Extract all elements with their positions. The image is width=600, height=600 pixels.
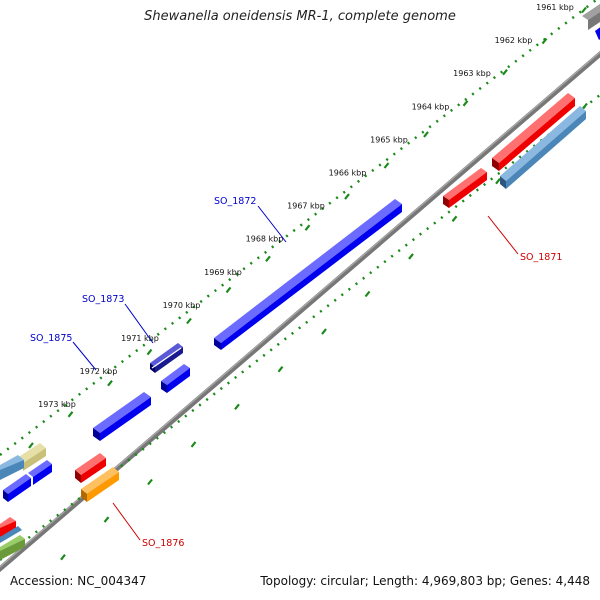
ruler-major-tick: [67, 411, 74, 418]
leader-so1875: [72, 341, 97, 371]
ruler-major-tick: [28, 442, 34, 449]
leader-so1872: [257, 205, 287, 243]
gene-label-so1871[interactable]: SO_1871: [520, 252, 562, 263]
ruler-tick-labels: 1961 kbp 1962 kbp 1963 kbp 1964 kbp 1965 kbp…: [38, 3, 574, 409]
gene-so1876-red[interactable]: [75, 453, 106, 483]
gene-label-so1872[interactable]: SO_1872: [214, 196, 256, 207]
ruler-major-tick: [344, 193, 350, 200]
ruler-major-tick: [225, 286, 232, 294]
gene-left-khaki[interactable]: [17, 443, 46, 471]
ruler-major-tick: [451, 215, 458, 222]
ruler-major-tick: [190, 441, 197, 448]
ruler-major-tick: [502, 69, 508, 76]
ruler-major-tick: [495, 178, 501, 185]
tick-label: 1971 kbp: [121, 334, 159, 343]
tick-label: 1967 kbp: [287, 202, 325, 211]
leader-so1871: [487, 215, 519, 255]
ruler-major-tick: [103, 516, 110, 523]
tick-label: 1965 kbp: [370, 135, 408, 144]
tick-label: 1961 kbp: [536, 3, 574, 12]
tick-label: 1970 kbp: [163, 301, 201, 310]
gene-so1873[interactable]: [150, 343, 183, 373]
ruler-major-tick: [423, 131, 429, 138]
gene-so1870-steelblue[interactable]: [500, 106, 586, 189]
ruler-major-tick: [265, 255, 271, 262]
ruler-major-tick: [234, 403, 240, 410]
ruler-major-tick: [304, 224, 311, 231]
gene-so1870-red[interactable]: [492, 93, 575, 171]
tick-label: 1963 kbp: [453, 69, 491, 78]
ruler-major-tick: [462, 100, 469, 107]
genome-summary-text: Topology: circular; Length: 4,969,803 bp…: [260, 574, 590, 588]
ruler-major-tick: [383, 162, 390, 169]
gene-topright-blue[interactable]: [595, 23, 600, 40]
gene-left-steelblue[interactable]: [0, 455, 24, 480]
gene-so1874[interactable]: [161, 364, 190, 393]
gene-so1872[interactable]: [214, 199, 402, 350]
ruler-major-tick: [277, 366, 284, 373]
gene-label-so1876[interactable]: SO_1876: [142, 538, 184, 549]
ruler-major-tick: [60, 554, 66, 561]
gene-label-so1873[interactable]: SO_1873: [82, 294, 124, 305]
tick-label: 1972 kbp: [80, 367, 118, 376]
tick-label: 1969 kbp: [204, 268, 242, 277]
gene-left-steelblue-b[interactable]: [0, 526, 22, 543]
ruler-major-tick: [146, 348, 153, 356]
ruler-major-tick: [321, 328, 327, 335]
gene-so1871[interactable]: [443, 168, 487, 208]
ruler-major-tick: [186, 317, 192, 325]
ruler-major-tick: [581, 6, 587, 14]
gene-left-olive[interactable]: [0, 535, 25, 560]
ruler-major-tick: [408, 253, 414, 260]
tick-label: 1968 kbp: [246, 235, 284, 244]
ruler-outer-major-ticks: [28, 6, 587, 449]
tick-label: 1966 kbp: [329, 169, 367, 178]
ruler-inner-major-ticks: [60, 102, 588, 561]
tick-label: 1973 kbp: [38, 400, 76, 409]
gene-left-red[interactable]: [0, 517, 16, 537]
gene-so1876-orange[interactable]: [81, 467, 119, 502]
map-title: Shewanella oneidensis MR-1, complete gen…: [144, 9, 456, 24]
ruler-major-tick: [582, 102, 588, 110]
gene-left-blue-b[interactable]: [28, 460, 52, 485]
ruler-major-tick: [147, 478, 153, 486]
gene-so1875[interactable]: [93, 392, 151, 441]
gene-topright-grey[interactable]: [582, 0, 600, 30]
ruler-major-tick: [107, 380, 113, 387]
gene-left-blue-a[interactable]: [3, 474, 31, 502]
leader-so1873: [124, 303, 154, 344]
ruler-major-tick: [541, 37, 548, 45]
gene-label-so1875[interactable]: SO_1875: [30, 333, 72, 344]
tick-label: 1962 kbp: [495, 36, 533, 45]
leader-so1876: [112, 502, 141, 541]
ruler-major-tick: [364, 290, 371, 298]
ruler-outer: [0, 0, 599, 456]
genome-backbone-highlight: [0, 51, 600, 568]
accession-text: Accession: NC_004347: [10, 574, 147, 588]
tick-label: 1964 kbp: [412, 102, 450, 111]
genome-backbone: [0, 50, 600, 573]
